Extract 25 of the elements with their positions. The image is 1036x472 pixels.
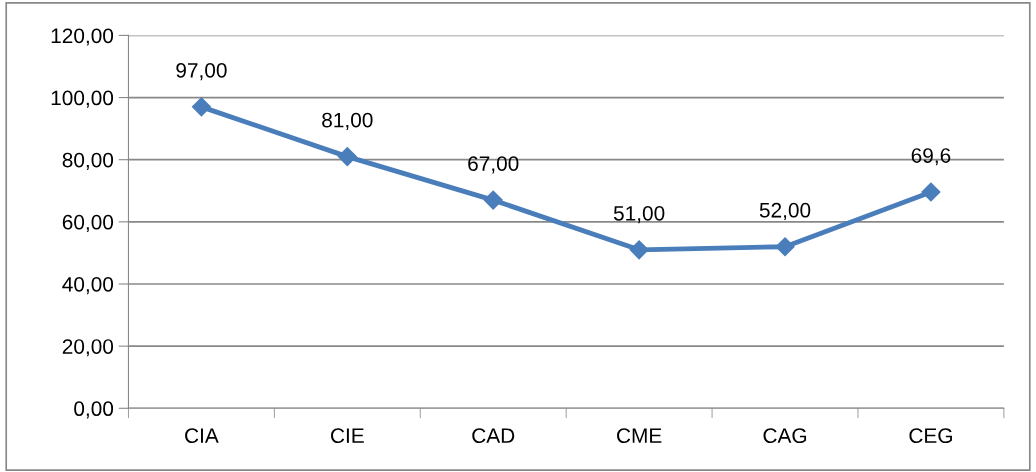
data-label: 51,00 xyxy=(613,205,665,224)
x-tick-label: CIE xyxy=(331,428,364,444)
y-tick-label: 0,00 xyxy=(74,401,114,419)
point xyxy=(483,190,503,210)
y-tick-label: 120,00 xyxy=(51,28,114,46)
point xyxy=(775,237,795,257)
y-tick-label: 100,00 xyxy=(51,90,114,108)
data-label: 81,00 xyxy=(322,112,373,130)
point xyxy=(921,182,941,202)
y-tick-label: 60,00 xyxy=(62,214,114,233)
x-tick-label: CAD xyxy=(472,428,515,444)
x-tick-label: CAG xyxy=(763,428,807,444)
x-tick-label: CME xyxy=(617,428,662,444)
data-label: 52,00 xyxy=(759,202,811,221)
x-tick-label: CIA xyxy=(185,428,219,444)
point xyxy=(191,97,211,117)
data-label: 97,00 xyxy=(176,63,227,81)
point xyxy=(629,240,649,260)
point xyxy=(337,147,357,167)
data-label: 69,6 xyxy=(911,148,951,166)
y-tick-label: 20,00 xyxy=(62,339,114,357)
y-tick-label: 40,00 xyxy=(62,276,114,295)
y-tick-label: 80,00 xyxy=(62,152,114,170)
data-label: 67,00 xyxy=(468,156,519,174)
x-tick-label: CEG xyxy=(909,428,952,444)
